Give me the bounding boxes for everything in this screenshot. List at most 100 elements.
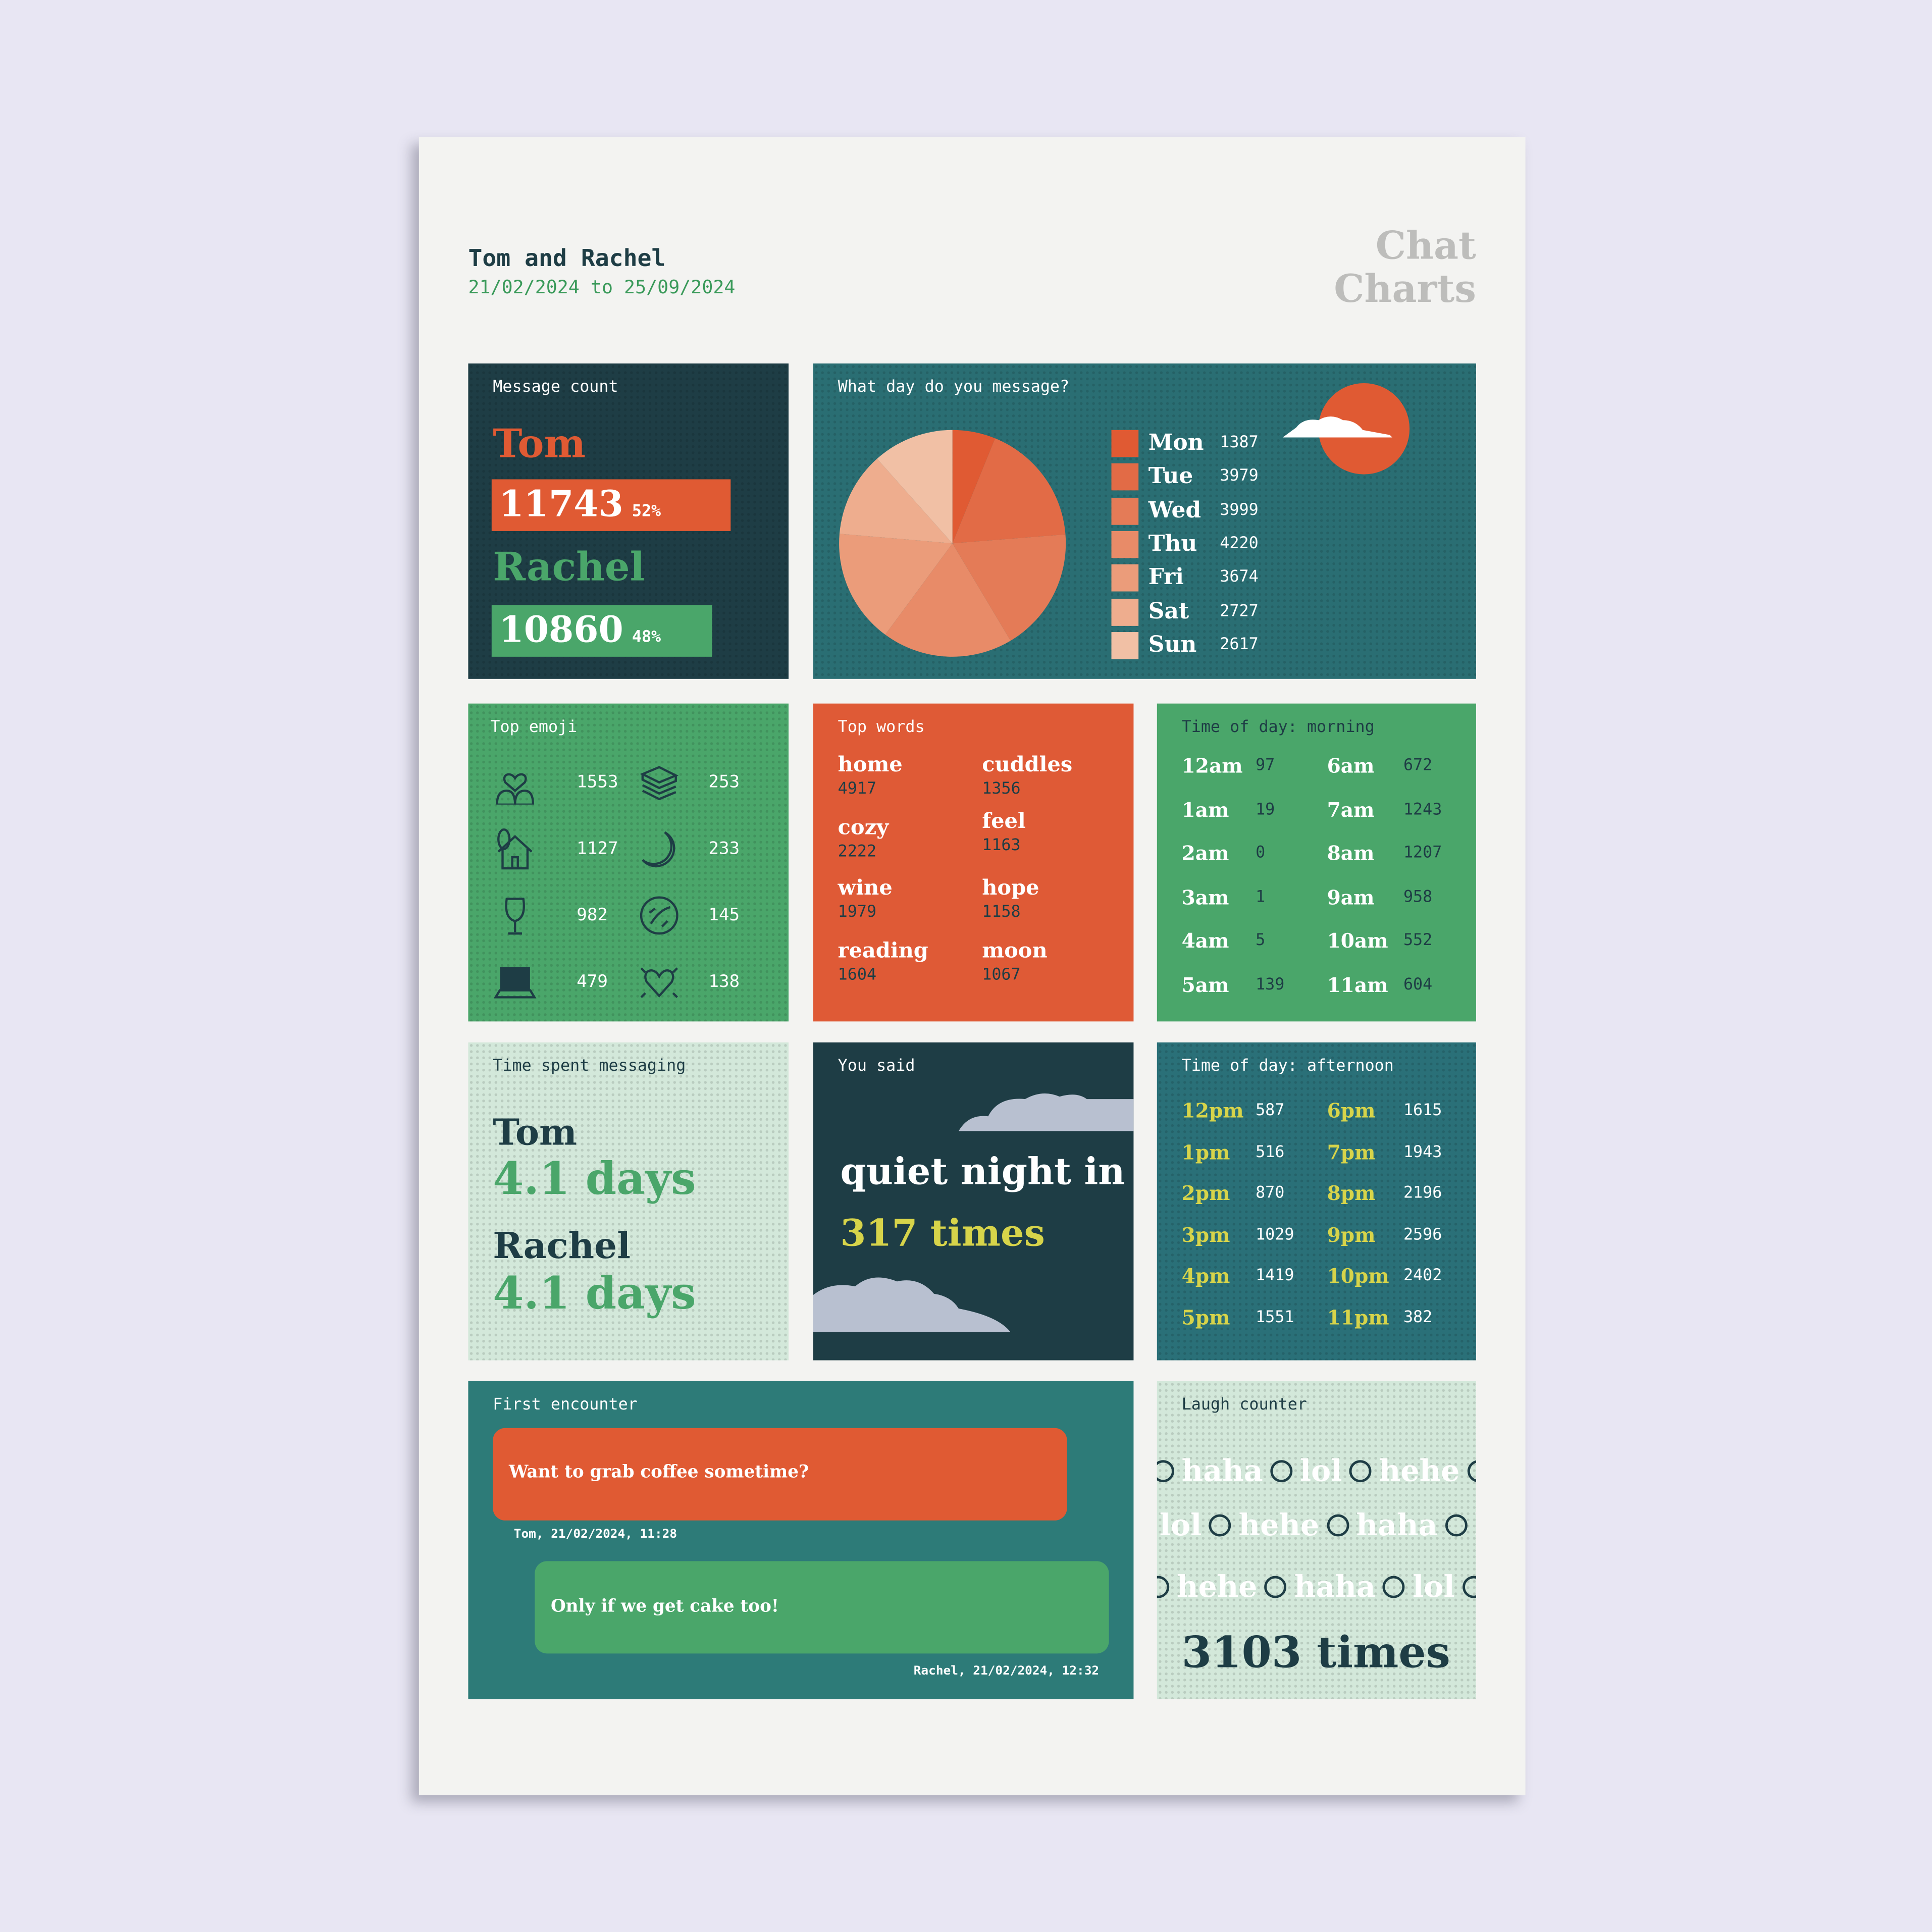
legend-item: Thu 4220 (1111, 531, 1309, 558)
message-count-tom: 11743 (499, 483, 623, 525)
hour-label: 4pm (1181, 1264, 1230, 1288)
hour-label: 7am (1327, 798, 1375, 821)
hour-value: 0 (1256, 844, 1266, 863)
legend-swatch (1111, 531, 1139, 558)
crescent-moon-icon (637, 827, 682, 871)
poster: Tom and Rachel 21/02/2024 to 25/09/2024 … (419, 136, 1526, 1796)
hour-value: 1 (1256, 887, 1266, 907)
emoji-count: 1553 (577, 772, 618, 793)
hour-label: 1am (1181, 798, 1229, 821)
hour-label: 11pm (1327, 1305, 1389, 1329)
hour-item: 4am 5 (1182, 929, 1324, 956)
poster-title: Tom and Rachel (468, 245, 666, 273)
hour-item: 1pm 516 (1182, 1140, 1324, 1168)
wine-glass-icon (493, 894, 537, 938)
word-item: wine 1979 (838, 876, 980, 935)
morning-panel: Time of day: morning 12am 97 6am 672 1am 19 7a… (1157, 703, 1476, 1022)
hour-value: 587 (1256, 1101, 1285, 1120)
hour-label: 5pm (1181, 1305, 1230, 1329)
logo-line: Chat (1375, 224, 1476, 269)
panel-title: Time of day: afternoon (1181, 1057, 1394, 1076)
pie-slice-mon (952, 430, 996, 544)
laughing-face-icon (1445, 1513, 1468, 1536)
pie-slice-sat (839, 458, 953, 544)
hour-label: 4am (1181, 929, 1229, 953)
message-bubble-rachel: Only if we get cake too! (535, 1561, 1109, 1654)
word-label: home (838, 753, 903, 778)
legend-swatch (1111, 463, 1139, 491)
word-label: cuddles (982, 753, 1073, 778)
hour-item: 5pm 1551 (1182, 1306, 1324, 1333)
hour-item: 11am 604 (1327, 973, 1469, 1000)
hour-label: 10pm (1327, 1264, 1389, 1288)
laugh-row: hahalolhehehaha (1157, 1452, 1476, 1489)
legend-label: Sat (1148, 598, 1189, 624)
hour-item: 12pm 587 (1182, 1099, 1324, 1126)
laptop-icon (493, 960, 537, 1004)
panel-title: Time spent messaging (493, 1057, 686, 1076)
legend-label: Tue (1148, 463, 1193, 490)
hour-label: 9am (1327, 885, 1375, 909)
hour-value: 1943 (1403, 1142, 1442, 1162)
logo-line: Charts (1334, 267, 1476, 312)
word-item: cuddles 1356 (982, 753, 1124, 812)
person-name-tom: Tom (493, 420, 586, 467)
hour-label: 6am (1327, 754, 1375, 778)
hour-value: 958 (1403, 887, 1433, 907)
laugh-word: lol (1475, 1507, 1476, 1543)
hour-item: 8pm 2196 (1327, 1182, 1469, 1209)
hour-item: 12am 97 (1182, 754, 1324, 781)
hour-label: 2am (1181, 841, 1229, 865)
legend-swatch (1111, 564, 1139, 592)
word-label: reading (838, 938, 928, 964)
legend-label: Mon (1148, 430, 1204, 456)
legend-value: 4220 (1220, 534, 1259, 553)
word-count: 1067 (982, 966, 1021, 985)
legend-label: Wed (1148, 497, 1202, 524)
time-spent-value-rachel: 4.1 days (493, 1268, 696, 1320)
legend-value: 2617 (1220, 635, 1259, 654)
time-spent-name-rachel: Rachel (493, 1225, 631, 1267)
emoji-item: 1553 (493, 760, 628, 806)
word-count: 1979 (838, 903, 877, 922)
rolling-laughing-icon (637, 894, 682, 938)
emoji-count: 1127 (577, 839, 618, 859)
hour-value: 1615 (1403, 1101, 1442, 1120)
emoji-count: 479 (577, 972, 608, 992)
emoji-item: 145 (637, 894, 772, 938)
laughing-face-icon (1383, 1575, 1405, 1598)
legend-item: Sun 2617 (1111, 632, 1309, 659)
message-bubble-tom: Want to grab coffee sometime? (493, 1428, 1067, 1521)
message-count-panel: Message count Tom 11743 52% Rachel 10860… (468, 363, 789, 679)
message-percent-rachel: 48% (632, 628, 661, 647)
hour-label: 8pm (1327, 1181, 1376, 1205)
hour-item: 4pm 1419 (1182, 1264, 1324, 1291)
message-meta: Tom, 21/02/2024, 11:28 (513, 1528, 677, 1542)
hour-value: 19 (1256, 800, 1275, 819)
emoji-item: 982 (493, 894, 628, 938)
message-text: Want to grab coffee sometime? (509, 1463, 809, 1483)
word-label: feel (982, 809, 1026, 834)
hour-item: 8am 1207 (1327, 842, 1469, 869)
legend-item: Wed 3999 (1111, 497, 1309, 525)
emoji-item: 138 (637, 960, 772, 1004)
hour-item: 10pm 2402 (1327, 1264, 1469, 1291)
laugh-word: haha (1294, 1568, 1376, 1604)
laugh-word: hehe (1379, 1452, 1460, 1489)
legend-swatch (1111, 598, 1139, 625)
panel-title: Top words (838, 718, 925, 737)
word-item: hope 1158 (982, 876, 1124, 935)
hour-item: 2am 0 (1182, 842, 1324, 869)
panel-title: First encounter (493, 1396, 638, 1415)
message-bar-rachel: 10860 48% (491, 605, 712, 657)
legend-item: Fri 3674 (1111, 564, 1309, 592)
legend-label: Fri (1148, 564, 1184, 591)
pie-slice-tue (952, 438, 1066, 544)
word-count: 2222 (838, 843, 877, 862)
message-percent-tom: 52% (632, 502, 661, 521)
panel-title: Time of day: morning (1181, 718, 1375, 737)
laugh-total: 3103 times (1181, 1628, 1450, 1679)
hour-value: 1029 (1256, 1225, 1294, 1244)
hour-value: 516 (1256, 1142, 1285, 1162)
top-emoji-panel: Top emoji 1553 253 1127 233 982 145 479 138 (468, 703, 789, 1022)
